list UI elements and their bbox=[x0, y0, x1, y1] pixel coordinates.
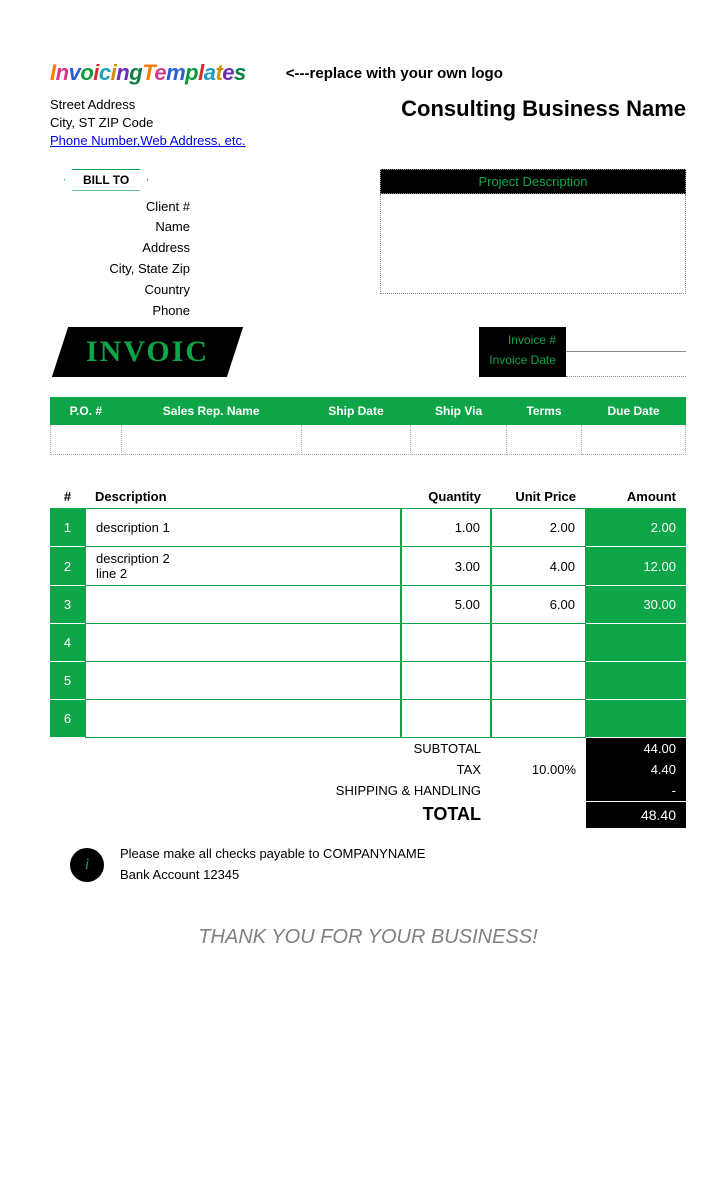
info-cell[interactable] bbox=[411, 425, 507, 455]
items-body: 1description 11.002.002.002description 2… bbox=[50, 508, 686, 738]
cell-amount bbox=[586, 662, 686, 700]
cell-unit-price[interactable]: 6.00 bbox=[491, 586, 586, 624]
cell-amount: 12.00 bbox=[586, 547, 686, 586]
billto-field-label: Address bbox=[50, 238, 190, 259]
cell-amount bbox=[586, 624, 686, 662]
city-state-zip: City, ST ZIP Code bbox=[50, 114, 246, 132]
table-row: 1description 11.002.002.00 bbox=[50, 509, 686, 547]
col-header-amt: Amount bbox=[586, 489, 686, 504]
invoice-number-input[interactable] bbox=[566, 327, 686, 352]
shipping-label: SHIPPING & HANDLING bbox=[326, 780, 491, 801]
info-cell[interactable] bbox=[506, 425, 581, 455]
logo-hint: <---replace with your own logo bbox=[286, 65, 503, 82]
subtotal-value: 44.00 bbox=[586, 738, 686, 759]
total-label: TOTAL bbox=[413, 801, 491, 828]
cell-amount: 2.00 bbox=[586, 509, 686, 547]
table-row: 4 bbox=[50, 624, 686, 662]
cell-description[interactable]: description 2 line 2 bbox=[85, 547, 401, 586]
info-cell[interactable] bbox=[301, 425, 411, 455]
billto-tag: BILL TO bbox=[64, 169, 148, 191]
row-number: 6 bbox=[50, 700, 85, 738]
billto-field-label: Name bbox=[50, 217, 190, 238]
invoice-banner-row: INVOIC Invoice # Invoice Date bbox=[50, 327, 686, 377]
project-description-header: Project Description bbox=[380, 169, 686, 194]
note-line1: Please make all checks payable to COMPAN… bbox=[120, 844, 425, 865]
totals-section: SUBTOTAL 44.00 TAX 10.00% 4.40 SHIPPING … bbox=[50, 738, 686, 828]
street-address: Street Address bbox=[50, 96, 246, 114]
company-address: Street Address City, ST ZIP Code Phone N… bbox=[50, 96, 246, 151]
row-number: 1 bbox=[50, 509, 85, 547]
cell-amount bbox=[586, 700, 686, 738]
header-row: Street Address City, ST ZIP Code Phone N… bbox=[50, 96, 686, 151]
cell-unit-price[interactable]: 2.00 bbox=[491, 509, 586, 547]
note-line2: Bank Account 12345 bbox=[120, 865, 425, 886]
invoice-date-input[interactable] bbox=[566, 352, 686, 377]
thank-you-message: THANK YOU FOR YOUR BUSINESS! bbox=[50, 926, 686, 949]
row-number: 3 bbox=[50, 586, 85, 624]
shipping-value: - bbox=[586, 780, 686, 801]
subtotal-label: SUBTOTAL bbox=[404, 738, 491, 759]
invoice-date-label: Invoice Date bbox=[489, 351, 556, 370]
cell-description[interactable] bbox=[85, 700, 401, 738]
table-row: 2description 2 line 23.004.0012.00 bbox=[50, 547, 686, 586]
col-header-desc: Description bbox=[85, 489, 401, 504]
info-header: Ship Date bbox=[301, 398, 411, 425]
cell-quantity[interactable]: 3.00 bbox=[401, 547, 491, 586]
project-description-box: Project Description bbox=[380, 169, 686, 294]
table-row: 5 bbox=[50, 662, 686, 700]
logo-image: InvoicingTemplates bbox=[50, 60, 246, 86]
info-header: Sales Rep. Name bbox=[121, 398, 301, 425]
cell-quantity[interactable] bbox=[401, 662, 491, 700]
contact-link[interactable]: Phone Number,Web Address, etc. bbox=[50, 133, 246, 148]
items-header: # Description Quantity Unit Price Amount bbox=[50, 485, 686, 508]
billto-fields: Client #NameAddressCity, State ZipCountr… bbox=[50, 197, 370, 322]
billto-field-label: Phone bbox=[50, 301, 190, 322]
col-header-num: # bbox=[50, 489, 85, 504]
cell-unit-price[interactable] bbox=[491, 624, 586, 662]
tax-rate: 10.00% bbox=[491, 762, 586, 777]
cell-quantity[interactable] bbox=[401, 624, 491, 662]
row-number: 5 bbox=[50, 662, 85, 700]
info-cell[interactable] bbox=[121, 425, 301, 455]
tax-label: TAX bbox=[447, 759, 491, 780]
billto-field-label: City, State Zip bbox=[50, 259, 190, 280]
cell-unit-price[interactable] bbox=[491, 700, 586, 738]
project-description-input[interactable] bbox=[380, 194, 686, 294]
invoice-banner: INVOIC bbox=[52, 327, 243, 377]
cell-description[interactable] bbox=[85, 586, 401, 624]
cell-quantity[interactable] bbox=[401, 700, 491, 738]
info-cell[interactable] bbox=[582, 425, 686, 455]
cell-description[interactable]: description 1 bbox=[85, 509, 401, 547]
tax-value: 4.40 bbox=[586, 759, 686, 780]
cell-quantity[interactable]: 1.00 bbox=[401, 509, 491, 547]
cell-description[interactable] bbox=[85, 662, 401, 700]
cell-unit-price[interactable] bbox=[491, 662, 586, 700]
col-header-qty: Quantity bbox=[401, 489, 491, 504]
info-header: Ship Via bbox=[411, 398, 507, 425]
billto-field-label: Client # bbox=[50, 197, 190, 218]
cell-amount: 30.00 bbox=[586, 586, 686, 624]
col-header-price: Unit Price bbox=[491, 489, 586, 504]
table-row: 6 bbox=[50, 700, 686, 738]
payment-note: i Please make all checks payable to COMP… bbox=[70, 844, 686, 886]
info-header: Terms bbox=[506, 398, 581, 425]
info-header: Due Date bbox=[582, 398, 686, 425]
cell-quantity[interactable]: 5.00 bbox=[401, 586, 491, 624]
business-name: Consulting Business Name bbox=[401, 96, 686, 122]
cell-description[interactable] bbox=[85, 624, 401, 662]
table-row: 3 5.006.0030.00 bbox=[50, 586, 686, 624]
info-icon: i bbox=[70, 848, 104, 882]
total-value: 48.40 bbox=[586, 802, 686, 828]
invoice-number-label: Invoice # bbox=[489, 331, 556, 350]
info-cell[interactable] bbox=[51, 425, 122, 455]
cell-unit-price[interactable]: 4.00 bbox=[491, 547, 586, 586]
info-table: P.O. #Sales Rep. NameShip DateShip ViaTe… bbox=[50, 397, 686, 455]
row-number: 4 bbox=[50, 624, 85, 662]
logo-row: InvoicingTemplates <---replace with your… bbox=[50, 60, 686, 86]
info-header: P.O. # bbox=[51, 398, 122, 425]
billto-field-label: Country bbox=[50, 280, 190, 301]
invoice-meta: Invoice # Invoice Date bbox=[479, 327, 686, 377]
billto-section: BILL TO Client #NameAddressCity, State Z… bbox=[50, 169, 686, 322]
row-number: 2 bbox=[50, 547, 85, 586]
